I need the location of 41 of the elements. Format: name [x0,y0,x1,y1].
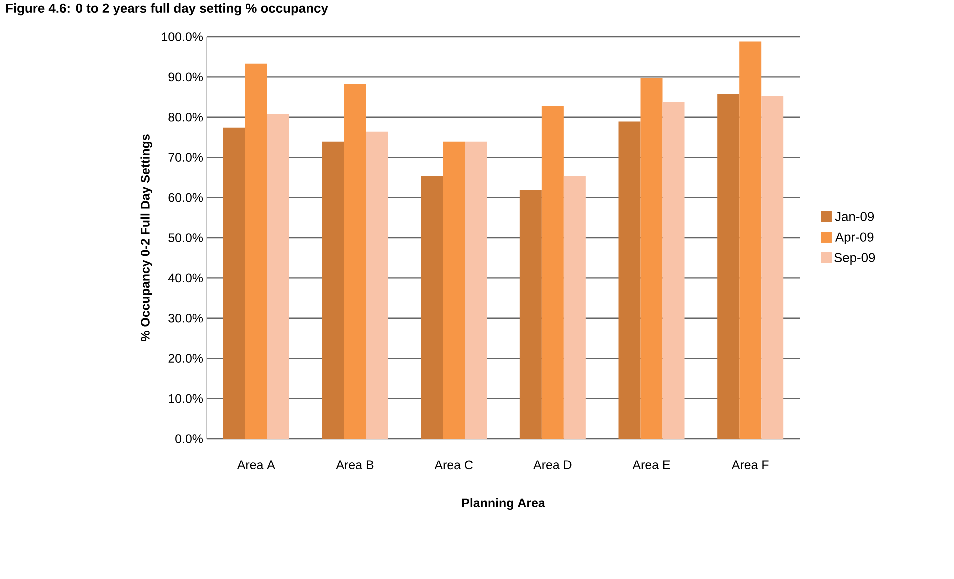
bar [366,132,388,439]
x-tick-label: Area F [732,460,769,470]
chart-title: Figure 4.6: 0 to 2 years full day setting % occupancy [6,4,328,16]
bar [443,142,466,439]
y-tick-label: 20.0% [168,354,204,363]
legend-label: Jan-09 [835,212,874,222]
bar [762,96,784,439]
legend-label: Sep-09 [834,253,876,265]
bar [542,106,564,439]
x-tick-label: Area C [434,460,473,470]
x-tick-label: Area A [237,460,276,470]
bar [465,142,488,439]
bar [421,176,444,439]
legend-label: Apr-09 [835,232,874,244]
bar [344,84,366,439]
bar [618,122,641,439]
y-tick-label: 90.0% [168,72,204,82]
bar [662,102,685,439]
y-tick-label: 40.0% [168,274,204,283]
y-tick-label: 80.0% [168,112,204,122]
y-tick-label: 100.0% [162,32,204,42]
x-tick-label: Area D [534,460,572,470]
y-tick-label: 70.0% [168,153,204,162]
bar [520,190,542,439]
bar [718,94,740,439]
y-tick-label: 60.0% [168,193,204,202]
bar [267,114,290,439]
bar [640,78,663,439]
bar [245,64,268,439]
bar [740,42,762,439]
y-tick-label: 0.0% [176,434,204,444]
y-tick-label: 30.0% [168,314,204,323]
y-tick-label: 50.0% [168,234,204,242]
y-axis-title: % Occupancy 0-2 Full Day Settings [140,134,152,342]
x-axis-title: Planning Area [462,498,546,510]
bar [223,128,246,439]
bar [564,176,586,439]
x-tick-label: Area E [632,460,670,470]
x-tick-label: Area B [336,460,374,470]
bar [322,142,344,439]
y-tick-label: 10.0% [169,394,204,404]
